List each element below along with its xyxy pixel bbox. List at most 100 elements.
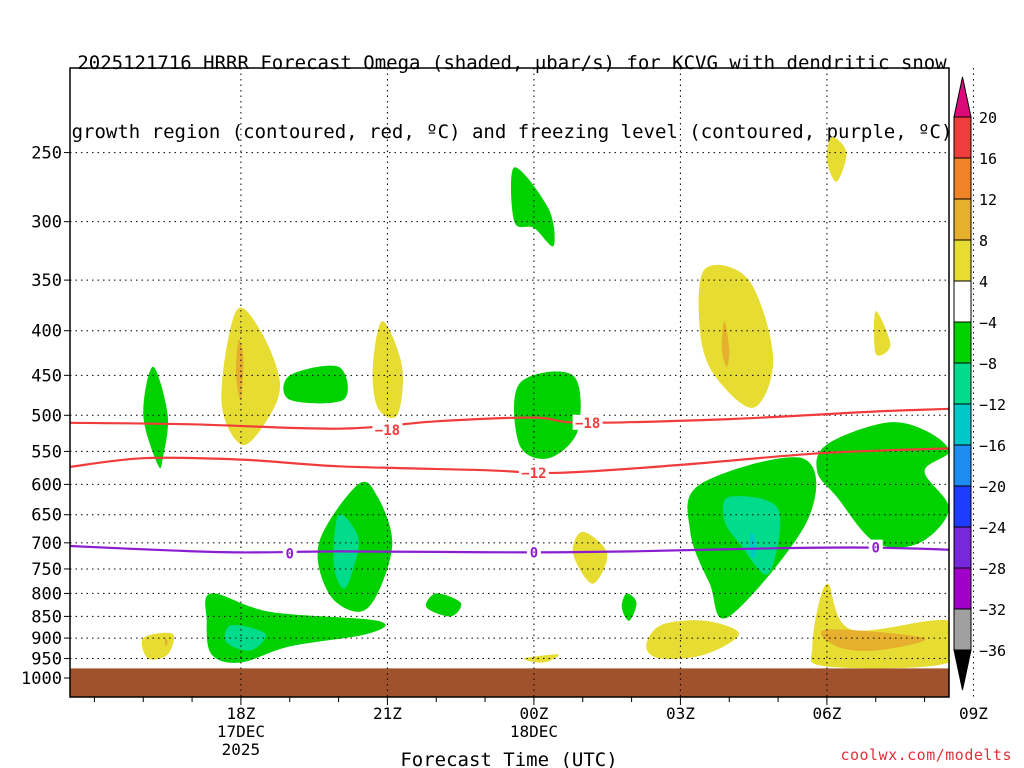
x-tick-label: 03Z — [666, 704, 695, 723]
y-tick-label: 550 — [31, 442, 62, 462]
colorbar-bin — [953, 116, 972, 159]
colorbar-label: −28 — [979, 560, 1006, 578]
y-tick-label: 850 — [31, 607, 62, 627]
y-tick-label: 650 — [31, 506, 62, 526]
omega-region — [235, 339, 244, 401]
colorbar-label: −24 — [979, 519, 1006, 537]
colorbar-bin — [953, 157, 972, 200]
omega-region — [372, 321, 403, 419]
y-tick-label: 900 — [31, 629, 62, 649]
colorbar-under-arrow — [953, 649, 972, 691]
colorbar-bin — [953, 567, 972, 610]
x-tick-label: 18Z — [226, 704, 255, 723]
y-tick-label: 350 — [31, 271, 62, 291]
omega-region — [221, 307, 281, 446]
y-tick-label: 300 — [31, 213, 62, 233]
y-tick-label: 750 — [31, 560, 62, 580]
chart-title-line-2: growth region (contoured, red, ºC) and f… — [71, 121, 953, 143]
colorbar-label: −16 — [979, 437, 1006, 455]
omega-region — [816, 422, 949, 548]
y-tick-label: 400 — [31, 322, 62, 342]
omega-region — [826, 136, 847, 182]
colorbar-bin — [953, 526, 972, 569]
x-tick-label: 21Z — [373, 704, 402, 723]
x-tick-label: 09Z — [959, 704, 988, 723]
x-axis-label: Forecast Time (UTC) — [400, 749, 617, 768]
y-tick-label: 450 — [31, 366, 62, 386]
contour-label: 0 — [872, 541, 880, 557]
omega-region — [164, 638, 168, 647]
y-tick-label: 1000 — [21, 669, 62, 689]
ground-below-surface — [70, 668, 949, 697]
contour-label-bg — [372, 422, 403, 438]
colorbar: 20 16 12 8 4 −4 −8 −12 −16 −20 −24 −28 −32 −36 — [953, 76, 1006, 691]
contour-label-bg — [282, 545, 297, 561]
omega-region — [224, 624, 266, 651]
colorbar-label: −4 — [979, 314, 997, 332]
contour-label: −18 — [375, 423, 400, 439]
y-tick-label: 250 — [31, 144, 62, 164]
omega-region — [749, 531, 757, 559]
colorbar-bin — [953, 239, 972, 282]
omega-region — [646, 620, 739, 660]
x-tick-label: 17DEC — [217, 722, 265, 741]
credit-text: coolwx.com/modelts — [840, 746, 1012, 764]
x-tick-label: 2025 — [222, 740, 261, 759]
colorbar-label: −32 — [979, 601, 1006, 619]
temperature-contours: −18 −12 −18 0 0 0 — [70, 407, 949, 562]
omega-region — [510, 167, 555, 247]
omega-region — [873, 311, 891, 356]
contour-line — [70, 407, 949, 430]
contour-label: −12 — [521, 466, 546, 482]
colorbar-label: 16 — [979, 150, 997, 168]
contour-label-bg — [572, 414, 603, 430]
y-tick-label: 500 — [31, 406, 62, 426]
plot-frame — [69, 67, 950, 698]
colorbar-bin — [953, 608, 972, 651]
omega-region — [513, 371, 581, 459]
omega-region — [621, 593, 637, 621]
omega-region — [523, 654, 559, 663]
omega-region — [572, 531, 608, 584]
colorbar-label: −8 — [979, 355, 997, 373]
colorbar-bin — [953, 485, 972, 528]
colorbar-bin — [953, 321, 972, 364]
ground-band — [70, 668, 949, 697]
y-tick-label: 950 — [31, 650, 62, 670]
y-tick-label: 700 — [31, 534, 62, 554]
omega-region — [141, 632, 175, 660]
x-tick-label: 00Z — [519, 704, 548, 723]
colorbar-label: 8 — [979, 232, 988, 250]
contour-label-bg — [526, 544, 541, 560]
omega-region — [283, 365, 348, 404]
contour-label: 0 — [530, 545, 538, 561]
colorbar-bin — [953, 444, 972, 487]
colorbar-label: 12 — [979, 191, 997, 209]
colorbar-bin — [953, 362, 972, 405]
colorbar-label: −12 — [979, 396, 1006, 414]
x-tick-label: 18DEC — [510, 722, 558, 741]
contour-label: −18 — [575, 416, 600, 432]
omega-region — [143, 366, 169, 469]
omega-region — [425, 593, 462, 617]
contour-label-bg — [868, 539, 883, 555]
colorbar-label: −20 — [979, 478, 1006, 496]
colorbar-label: 20 — [979, 109, 997, 127]
contour-label-bg — [518, 464, 549, 480]
colorbar-label: −36 — [979, 642, 1006, 660]
omega-region — [810, 583, 949, 669]
omega-region — [698, 264, 774, 408]
omega-shaded-regions — [141, 136, 949, 669]
contour-label: 0 — [286, 546, 294, 562]
y-tick-label: 800 — [31, 584, 62, 604]
colorbar-label: 4 — [979, 273, 988, 291]
colorbar-bin — [953, 403, 972, 446]
omega-region — [821, 629, 926, 651]
y-tick-label: 600 — [31, 475, 62, 495]
pressure-axis: 2503003504004505005506006507007508008509… — [21, 144, 70, 689]
colorbar-over-arrow — [953, 76, 972, 118]
colorbar-bin — [953, 280, 972, 323]
omega-region — [721, 321, 730, 367]
